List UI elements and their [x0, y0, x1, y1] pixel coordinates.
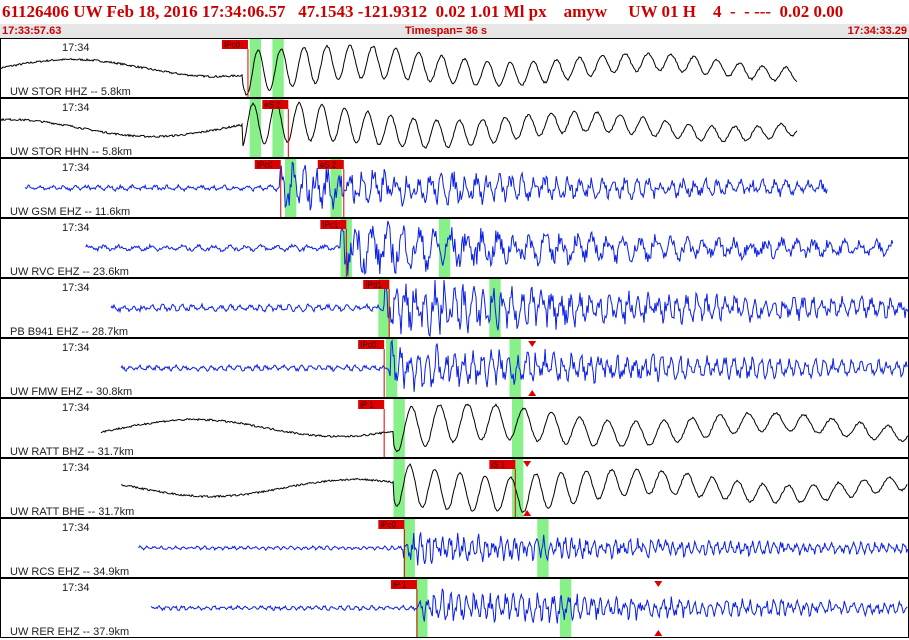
pick-flag [358, 400, 385, 409]
panel-time-label: 17:34 [62, 42, 90, 54]
panel-border [0, 38, 909, 98]
amplitude-marker [528, 390, 537, 396]
channel-label: UW FMW EHZ -- 30.8km [10, 386, 132, 398]
waveform-trace [0, 44, 798, 96]
pick-flag [320, 220, 347, 229]
pick-flag [254, 160, 281, 169]
phase-window [403, 519, 415, 577]
phase-window [272, 39, 284, 97]
pick-label: eS 2 [320, 161, 337, 170]
trace-panel[interactable]: IPd1 17:34 PB B941 EHZ -- 28.7km [0, 278, 909, 339]
pick-flag [262, 100, 289, 109]
trace-panel[interactable]: eS 2 17:34 UW STOR HHN -- 5.8km [0, 98, 909, 159]
trace-panel[interactable]: IPc0 17:34 UW STOR HHZ -- 5.8km [0, 38, 909, 99]
amplitude-marker [523, 461, 532, 467]
channel-label: UW RVC EHZ -- 23.6km [10, 266, 129, 278]
trace-panel[interactable]: IPc0 17:34 UW FMW EHZ -- 30.8km [0, 338, 909, 399]
channel-label: UW RATT BHE -- 31.7km [10, 506, 134, 518]
channel-label: UW RCS EHZ -- 34.9km [10, 566, 129, 578]
trace-panel[interactable]: iPc0 17:34 UW RCS EHZ -- 34.9km [0, 518, 909, 579]
phase-window [416, 579, 428, 637]
end-time: 17:34:33.29 [847, 25, 907, 37]
panel-border [0, 98, 909, 158]
pick-flag [363, 280, 390, 289]
panel-time-label: 17:34 [62, 162, 90, 174]
pick-label: IPc0 [257, 161, 274, 170]
channel-label: UW RER EHZ -- 37.9km [10, 626, 129, 638]
waveform-trace [120, 339, 908, 392]
phase-window [393, 459, 405, 517]
panel-time-label: 17:34 [62, 462, 90, 474]
amplitude-marker [528, 341, 537, 347]
seismogram-panel-stack[interactable]: IPc0 17:34 UW STOR HHZ -- 5.8km eS 2 17:34 UW… [0, 38, 909, 640]
amplitude-marker [654, 581, 663, 587]
pick-flag [489, 460, 516, 469]
waveform-trace [0, 101, 798, 149]
channel-label: UW STOR HHN -- 5.8km [10, 146, 132, 158]
pick-label: iP 1 [360, 401, 374, 410]
panel-time-label: 17:34 [62, 522, 90, 534]
phase-window [509, 339, 521, 397]
waveform-trace [85, 220, 894, 276]
waveform-trace [100, 403, 909, 453]
phase-window [393, 399, 405, 457]
phase-window [438, 219, 451, 277]
pick-label: IPc1 [322, 221, 339, 230]
phase-window [537, 519, 549, 577]
channel-label: PB B941 EHZ -- 28.7km [10, 326, 128, 338]
pick-flag [378, 520, 405, 529]
pick-label: IPc0 [224, 41, 241, 50]
pick-flag [358, 340, 385, 349]
phase-window [330, 159, 342, 217]
event-header: 61126406 UW Feb 18, 2016 17:34:06.57 47.… [0, 0, 909, 24]
start-time: 17:33:57.63 [2, 25, 62, 37]
phase-window [249, 99, 262, 157]
panel-time-label: 17:34 [62, 282, 90, 294]
pick-label: iPc0 [380, 521, 396, 530]
pick-flag [317, 160, 344, 169]
trace-panel[interactable]: IPc0 eS 2 17:34 UW GSM EHZ -- 11.6km [0, 158, 909, 219]
panel-time-label: 17:34 [62, 342, 90, 354]
panel-time-label: 17:34 [62, 222, 90, 234]
phase-window [272, 99, 284, 157]
time-bar: 17:33:57.63 Timespan= 36 s 17:34:33.29 [0, 24, 909, 38]
phase-window [285, 159, 297, 217]
pick-label: IPd1 [365, 281, 382, 290]
event-summary-title: 61126406 UW Feb 18, 2016 17:34:06.57 47.… [2, 2, 844, 21]
panel-time-label: 17:34 [62, 402, 90, 414]
pick-label: iP 1 [393, 581, 407, 590]
trace-panel[interactable]: IPc1 17:34 UW RVC EHZ -- 23.6km [0, 218, 909, 279]
phase-window [512, 399, 524, 457]
pick-flag [390, 580, 417, 589]
panel-time-label: 17:34 [62, 582, 90, 594]
panel-time-label: 17:34 [62, 102, 90, 114]
waveform-trace [121, 463, 908, 513]
trace-panel[interactable]: iS 1 17:34 UW RATT BHE -- 31.7km [0, 458, 909, 519]
pick-label: iS 1 [491, 461, 505, 470]
pick-flag [221, 40, 248, 49]
channel-label: UW STOR HHZ -- 5.8km [10, 86, 131, 98]
channel-label: UW RATT BHZ -- 31.7km [10, 446, 134, 458]
channel-label: UW GSM EHZ -- 11.6km [10, 206, 130, 218]
timespan-label: Timespan= 36 s [405, 25, 488, 37]
waveform-trace [150, 588, 908, 624]
phase-window [385, 339, 398, 397]
phase-window [559, 579, 572, 637]
amplitude-marker [523, 510, 532, 516]
phase-window [512, 459, 524, 517]
pick-label: eS 2 [264, 101, 281, 110]
trace-panel[interactable]: iP 1 17:34 UW RER EHZ -- 37.9km [0, 578, 909, 639]
waveform-trace [110, 279, 909, 338]
panel-border [0, 398, 909, 458]
waveform-trace [138, 532, 909, 566]
waveform-trace [24, 161, 828, 211]
phase-window [249, 39, 262, 97]
pick-label: IPc0 [360, 341, 377, 350]
amplitude-marker [654, 630, 663, 636]
trace-panel[interactable]: iP 1 17:34 UW RATT BHZ -- 31.7km [0, 398, 909, 459]
